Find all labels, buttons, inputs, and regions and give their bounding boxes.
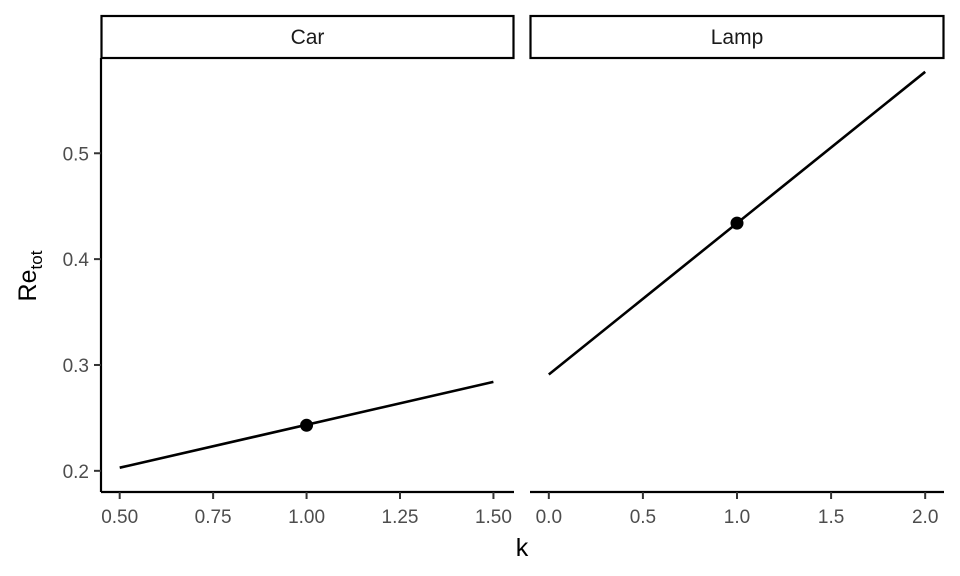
y-tick-label: 0.4 — [63, 250, 90, 271]
svg-text:Retot: Retot — [14, 250, 46, 301]
y-tick-label: 0.3 — [63, 356, 89, 377]
data-point — [730, 216, 744, 230]
y-axis-title-subscript: tot — [27, 250, 46, 269]
strip-label: Lamp — [711, 26, 764, 49]
data-point — [300, 418, 314, 432]
panels: Car 0.50 0.75 1.00 1.25 1.50 0.2 0.3 0.4 0.5 Lamp 0… — [63, 14, 945, 528]
y-axis-title: Retot — [14, 250, 46, 301]
panel-car: Car 0.50 0.75 1.00 1.25 1.50 0.2 0.3 0.4 0.5 — [63, 14, 515, 528]
x-axis-title: k — [516, 534, 529, 562]
x-tick-label: 1.25 — [382, 507, 419, 528]
strip-box — [529, 14, 945, 60]
panel-lamp: Lamp 0.0 0.5 1.0 1.5 2.0 — [529, 14, 945, 528]
x-tick-label: 1.0 — [724, 507, 750, 528]
y-tick-label: 0.5 — [63, 144, 89, 165]
strip-label: Car — [291, 26, 325, 49]
x-tick-label: 1.50 — [475, 507, 512, 528]
x-tick-label: 2.0 — [912, 507, 938, 528]
x-tick-label: 0.75 — [195, 507, 232, 528]
x-tick-label: 1.00 — [288, 507, 325, 528]
x-tick-label: 0.0 — [536, 507, 562, 528]
strip-box — [100, 14, 515, 60]
x-tick-label: 0.50 — [101, 507, 138, 528]
x-tick-label: 0.5 — [630, 507, 656, 528]
x-tick-label: 1.5 — [818, 507, 844, 528]
y-axis-title-main: Re — [14, 269, 42, 301]
y-tick-label: 0.2 — [63, 462, 89, 483]
